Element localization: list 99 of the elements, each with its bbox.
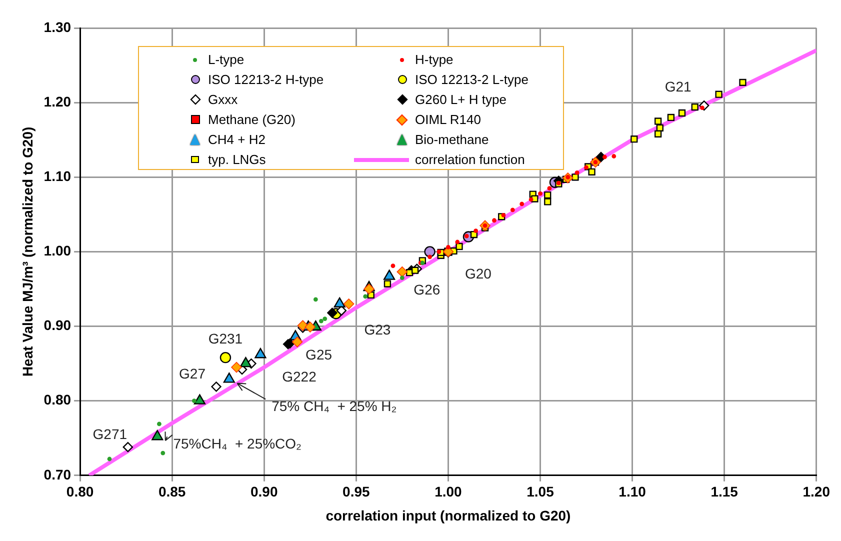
point: [602, 154, 607, 160]
point: [240, 356, 252, 368]
y-tick-label: 1.10: [44, 168, 72, 184]
point: [390, 264, 396, 268]
point: [446, 245, 450, 250]
annotation: G27: [179, 366, 206, 382]
point: [160, 450, 166, 456]
x-tick-label: 1.20: [802, 484, 830, 500]
legend-label: G260 L+ H type: [415, 92, 506, 107]
legend-label: Bio-methane: [415, 132, 489, 147]
point: [520, 202, 524, 206]
point: [334, 297, 346, 308]
point: [547, 186, 552, 191]
point: [501, 212, 506, 218]
x-tick-label: 1.05: [526, 484, 554, 500]
point: [231, 362, 242, 373]
point: [192, 398, 196, 404]
point: [588, 168, 596, 176]
annotation: G21: [664, 78, 692, 94]
point: [122, 442, 134, 452]
x-tick-label: 0.95: [342, 484, 370, 500]
y-tick-label: 1.30: [44, 18, 72, 35]
y-tick-label: 1.20: [44, 93, 72, 110]
legend-label: ISO 12213-2 H-type: [208, 72, 324, 87]
point: [544, 198, 552, 206]
point: [384, 270, 396, 280]
y-tick-label: 0.90: [44, 317, 72, 334]
point: [292, 336, 303, 348]
y-tick-label: 1.00: [44, 242, 72, 259]
point: [691, 103, 698, 111]
legend-label: OIML R140: [415, 112, 481, 127]
point: [400, 276, 404, 280]
point: [584, 165, 588, 170]
point: [739, 78, 746, 86]
point: [538, 191, 542, 196]
legend-label: correlation function: [415, 152, 525, 167]
point: [157, 422, 162, 426]
x-tick-label: 0.80: [66, 484, 94, 500]
point: [510, 208, 515, 212]
annotation: G26: [414, 282, 440, 298]
legend-label: Gxxx: [208, 92, 238, 107]
point: [667, 114, 675, 122]
point: [424, 246, 436, 258]
y-axis-title: Heat Value MJ/m³ (normalized to G20): [19, 126, 36, 377]
legend-label: CH4 + H2: [208, 132, 266, 147]
point: [313, 297, 318, 302]
point: [574, 170, 580, 175]
annotation: G23: [364, 321, 391, 338]
x-tick-label: 1.15: [710, 484, 738, 500]
annotation: 75% CH₄ + 25% H₂: [272, 398, 397, 414]
point: [428, 254, 432, 260]
point: [318, 318, 324, 324]
point: [107, 456, 112, 462]
point: [194, 394, 206, 404]
point: [152, 430, 164, 440]
point: [384, 280, 392, 288]
point: [678, 109, 686, 117]
annotation: G231: [208, 330, 243, 346]
annotation: G20: [464, 265, 492, 282]
legend-label: Methane (G20): [208, 112, 296, 127]
y-tick-label: 0.70: [44, 466, 72, 482]
point: [223, 372, 235, 383]
x-tick-label: 0.85: [158, 484, 186, 500]
y-tick-label: 0.80: [44, 392, 72, 408]
point: [363, 294, 368, 299]
x-tick-label: 1.10: [618, 484, 646, 500]
point: [715, 90, 722, 98]
legend-label: typ. LNGs: [208, 152, 266, 167]
point: [528, 197, 534, 202]
point: [474, 228, 478, 234]
point: [297, 320, 308, 331]
point: [656, 124, 664, 132]
point: [455, 240, 460, 244]
annotation: G222: [282, 368, 317, 384]
annotation: G25: [306, 346, 332, 363]
point: [396, 266, 408, 278]
point: [654, 118, 662, 125]
point: [612, 154, 616, 158]
legend-label: ISO 12213-2 L-type: [415, 72, 528, 87]
point: [220, 352, 232, 364]
legend-label: L-type: [208, 52, 244, 67]
x-tick-label: 1.00: [434, 484, 462, 500]
annotation: G271: [92, 426, 128, 442]
point: [456, 242, 463, 250]
point: [327, 308, 338, 318]
x-axis-title: correlation input (normalized to G20): [326, 507, 571, 524]
point: [630, 136, 638, 143]
point: [572, 174, 579, 181]
legend-label: H-type: [415, 52, 454, 67]
x-tick-label: 0.90: [250, 484, 278, 500]
point: [343, 298, 354, 310]
point: [492, 218, 496, 223]
point: [364, 284, 374, 294]
point: [211, 382, 222, 392]
annotation: 75%CH₄ + 25%CO₂: [173, 435, 302, 452]
point: [436, 250, 442, 254]
point: [322, 316, 328, 322]
point: [544, 191, 552, 199]
point: [254, 348, 266, 358]
